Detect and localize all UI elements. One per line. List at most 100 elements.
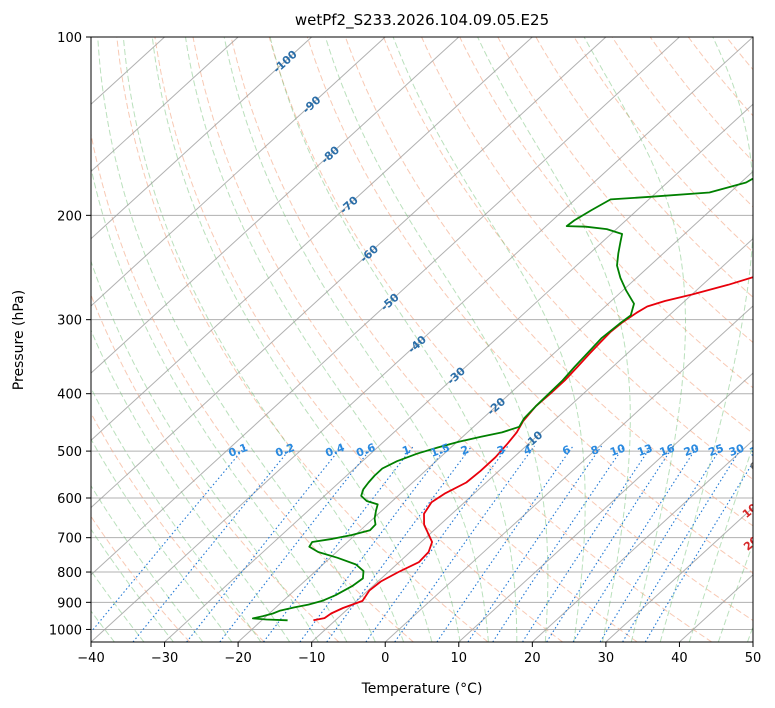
y-tick-label: 400 <box>57 388 82 403</box>
mixing-ratio-label: 20 <box>682 442 701 460</box>
mixing-ratio-line <box>186 445 343 642</box>
mixing-ratio-line <box>326 445 473 642</box>
dry-adiabat <box>344 37 753 527</box>
mixing-ratio-label: 6 <box>561 443 573 458</box>
isotherm <box>91 37 239 173</box>
dry-adiabat <box>91 131 414 642</box>
isotherm <box>458 372 753 642</box>
x-tick-label: −20 <box>224 651 251 666</box>
dry-adiabat <box>268 37 753 622</box>
x-tick-label: 10 <box>451 651 468 666</box>
moist-adiabat <box>97 37 376 642</box>
moist-adiabat <box>324 37 549 642</box>
moist-adiabat <box>91 259 319 642</box>
x-axis-ticks: −40 −30 −20 −10 0 10 20 30 40 50 <box>77 642 761 666</box>
isotherm <box>91 37 386 307</box>
x-tick-label: 20 <box>524 651 541 666</box>
moist-adiabats <box>91 37 753 642</box>
mixing-ratio-line <box>572 445 699 642</box>
mixing-ratio-label: 2 <box>459 443 471 458</box>
mixing-ratio-label: 3 <box>495 443 507 458</box>
moist-adiabat-label: 0 <box>747 459 761 474</box>
dry-adiabat <box>535 37 753 298</box>
isotherms <box>91 37 753 642</box>
moist-adiabat <box>122 37 405 642</box>
dry-adiabat <box>91 515 191 642</box>
moist-adiabat-label: 20 <box>741 533 761 553</box>
y-tick-label: 1000 <box>49 623 82 638</box>
mixing-ratio-label: 1 <box>401 443 413 458</box>
mixing-ratio-label: 16 <box>658 442 677 460</box>
x-tick-label: −30 <box>151 651 178 666</box>
mixing-ratio-label: 8 <box>589 443 601 458</box>
isotherm <box>91 37 680 576</box>
dry-adiabat <box>383 37 753 481</box>
moist-adiabat <box>185 37 461 642</box>
plot-frame <box>90 36 754 643</box>
dry-adiabat <box>573 37 753 253</box>
isotherm <box>91 37 313 240</box>
mixing-ratio-label: 0.4 <box>324 441 347 460</box>
isotherm <box>531 439 753 642</box>
mixing-ratio-label: 10 <box>608 442 627 460</box>
isotherm <box>605 506 753 642</box>
mixing-ratio-line <box>492 445 625 642</box>
y-tick-label: 600 <box>57 492 82 507</box>
mixing-ratio-line <box>365 445 509 642</box>
profile-series <box>252 177 753 622</box>
moist-adiabat <box>151 37 433 642</box>
isotherm <box>384 305 753 642</box>
moist-adiabat <box>659 37 753 642</box>
mixing-ratio-line <box>91 445 247 633</box>
moist-adiabat <box>91 528 174 642</box>
mixing-ratio-label: 1.5 <box>429 441 452 460</box>
mixing-ratio-label: 30 <box>727 442 746 460</box>
dry-adiabat <box>192 37 638 642</box>
moist-adiabat <box>91 328 291 642</box>
moist-adiabat <box>91 484 204 642</box>
x-axis-label: Temperature (°C) <box>361 681 483 697</box>
moist-adiabat <box>91 570 145 642</box>
profile-line <box>313 276 753 622</box>
moist-adiabat <box>91 438 233 642</box>
mixing-ratio-label: 13 <box>636 442 655 459</box>
mixing-ratio-label: 0.2 <box>274 441 297 460</box>
chart-title: wetPf2_S233.2026.104.09.05.E25 <box>295 11 549 30</box>
moist-adiabat <box>583 37 686 642</box>
moist-adiabat <box>688 444 753 642</box>
dry-adiabat <box>497 37 753 344</box>
x-tick-label: 40 <box>671 651 688 666</box>
dry-adiabat <box>116 37 489 642</box>
y-tick-label: 700 <box>57 532 82 547</box>
mixing-ratio-label: 36 <box>748 442 767 460</box>
moist-adiabat <box>91 387 262 642</box>
isotherm <box>91 37 753 642</box>
isotherm <box>91 37 607 509</box>
isotherm <box>91 37 460 374</box>
y-tick-label: 900 <box>57 596 82 611</box>
dry-adiabat <box>306 37 753 574</box>
mixing-ratio-line <box>299 445 448 642</box>
y-tick-label: 300 <box>57 314 82 329</box>
mixing-ratio-label: 0.1 <box>227 441 250 460</box>
x-tick-label: −10 <box>298 651 325 666</box>
isotherm <box>91 37 533 442</box>
isotherm <box>311 237 753 642</box>
x-tick-label: 50 <box>745 651 762 666</box>
moist-adiabat <box>477 37 631 642</box>
moist-adiabat <box>392 37 586 642</box>
mixing-ratio-label: 25 <box>707 442 726 459</box>
x-tick-label: −40 <box>77 651 104 666</box>
mixing-ratio-line <box>599 445 723 642</box>
mixing-ratio-line <box>546 445 674 642</box>
mixing-ratio-lines <box>91 445 753 642</box>
y-tick-label: 500 <box>57 445 82 460</box>
isotherm <box>164 103 753 642</box>
x-tick-label: 0 <box>381 651 389 666</box>
x-tick-label: 30 <box>598 651 615 666</box>
y-tick-label: 100 <box>57 31 82 46</box>
dry-adiabat <box>459 37 753 389</box>
mixing-ratio-line <box>219 445 374 642</box>
dry-adiabat <box>154 37 563 642</box>
mixing-ratio-label: 4 <box>522 443 534 458</box>
